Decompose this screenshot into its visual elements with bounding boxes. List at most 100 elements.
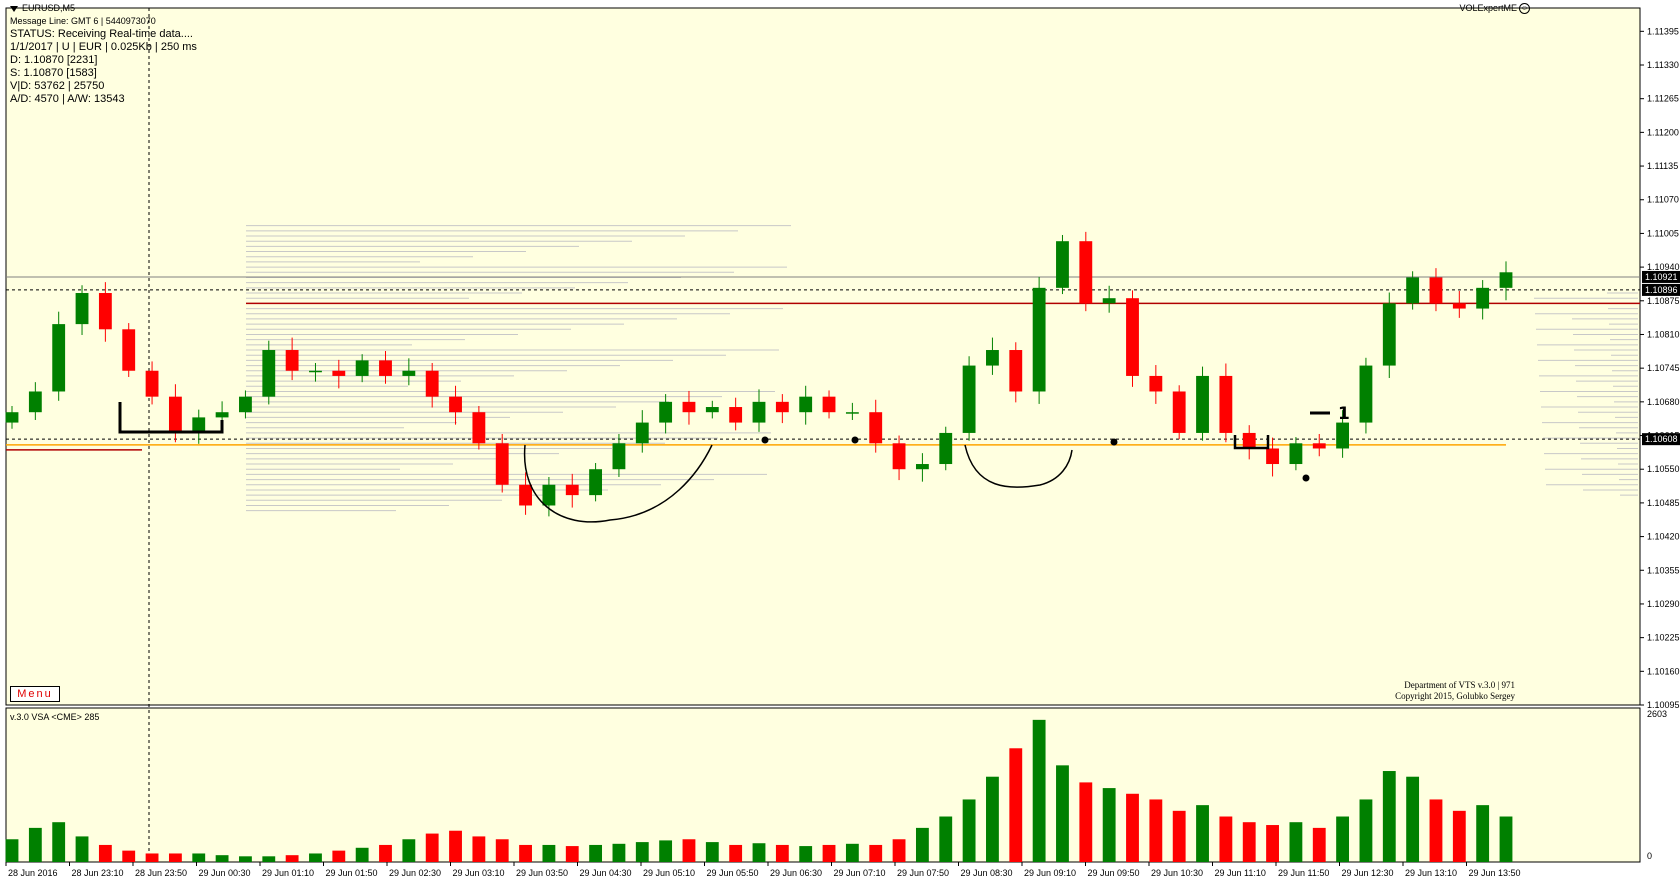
candle xyxy=(1336,410,1350,458)
volume-bar xyxy=(1126,793,1139,862)
candle-body xyxy=(775,401,789,413)
candle-body xyxy=(1266,448,1279,465)
subwindow-label: v.3.0 VSA <CME> 285 xyxy=(10,712,100,722)
volume-bar xyxy=(1219,816,1233,862)
volume-bar xyxy=(589,844,603,862)
volume-bar xyxy=(822,844,836,862)
volume-bar xyxy=(1359,799,1373,862)
volume-bar xyxy=(1196,805,1209,862)
candle xyxy=(425,362,439,408)
info-line-supply: S: 1.10870 [1583] xyxy=(10,67,97,79)
price-tick-label: 1.10225 xyxy=(1647,633,1680,643)
candle-body xyxy=(145,370,159,397)
candle xyxy=(682,390,696,425)
candle xyxy=(1102,285,1116,313)
candle xyxy=(1172,385,1186,440)
time-tick-label: 29 Jun 01:50 xyxy=(326,868,378,878)
candle-body xyxy=(1359,365,1373,423)
volume-bar xyxy=(1382,771,1396,862)
candle-body xyxy=(822,396,836,413)
candle xyxy=(845,402,859,420)
candle xyxy=(472,405,486,450)
volume-bar xyxy=(1056,765,1069,862)
candle xyxy=(1499,261,1513,301)
volume-bar xyxy=(775,844,789,862)
smiley-icon: ☺ xyxy=(1519,3,1530,15)
volume-bar xyxy=(1172,810,1186,862)
candle xyxy=(28,382,42,420)
volume-bar xyxy=(635,842,649,862)
bracket-annotation-2 xyxy=(1233,435,1270,450)
volume-bar xyxy=(845,843,859,862)
volume-bar xyxy=(1429,799,1443,862)
volume-bar xyxy=(449,830,462,862)
candle xyxy=(122,323,136,377)
volume-bar xyxy=(519,844,532,862)
candle-body xyxy=(892,443,906,470)
expert-label[interactable]: VOLExpertME ☺ xyxy=(1459,3,1530,15)
candle-body xyxy=(192,417,206,433)
menu-button[interactable]: Menu xyxy=(10,686,60,702)
time-tick-label: 28 Jun 23:50 xyxy=(135,868,187,878)
time-tick-label: 29 Jun 06:30 xyxy=(770,868,822,878)
candle-body xyxy=(379,360,392,376)
volume-bar xyxy=(962,799,976,862)
volume-bar xyxy=(1149,799,1163,862)
candle-body xyxy=(355,360,369,376)
candle-body xyxy=(1312,443,1326,449)
price-tick-label: 1.10290 xyxy=(1647,599,1680,609)
price-tick-label: 1.10420 xyxy=(1647,532,1680,542)
candle xyxy=(1149,365,1163,404)
volume-bar xyxy=(122,850,136,862)
price-tick-label: 1.10940 xyxy=(1647,262,1680,272)
time-tick-label: 29 Jun 07:50 xyxy=(897,868,949,878)
time-tick-label: 29 Jun 11:10 xyxy=(1215,868,1266,878)
candle xyxy=(1079,231,1093,312)
candle xyxy=(1476,280,1490,320)
dropdown-triangle-icon[interactable] xyxy=(10,5,18,12)
volume-bar xyxy=(472,836,486,862)
candle-body xyxy=(845,412,859,414)
candle xyxy=(799,385,813,425)
volume-bar xyxy=(52,822,66,862)
copyright-line-2: Copyright 2015, Golubko Sergey xyxy=(1395,691,1515,701)
volume-bar xyxy=(402,839,416,862)
volume-bar xyxy=(215,855,229,862)
price-tick-label: 1.10485 xyxy=(1647,498,1680,508)
candle-body xyxy=(1406,277,1420,304)
volume-bar xyxy=(1289,822,1303,862)
time-tick-label: 28 Jun 2016 xyxy=(8,868,58,878)
current-price-label-bg xyxy=(1642,270,1680,283)
candle-body xyxy=(332,370,346,376)
price-tick-label: 1.11070 xyxy=(1647,195,1679,205)
price-tick-label: 1.10550 xyxy=(1647,464,1680,474)
candle-body xyxy=(52,324,66,392)
candle xyxy=(1429,268,1443,312)
candle xyxy=(1289,437,1303,471)
price-tick-label: 1.10355 xyxy=(1647,565,1680,575)
candle-body xyxy=(1382,303,1396,366)
time-tick-label: 29 Jun 08:30 xyxy=(961,868,1013,878)
price-tick-label: 1.10680 xyxy=(1647,397,1680,407)
time-tick-label: 29 Jun 05:10 xyxy=(643,868,695,878)
time-tick-label: 29 Jun 12:30 xyxy=(1342,868,1394,878)
level-price-label-0-bg xyxy=(1642,283,1680,296)
volume-bar xyxy=(1476,805,1490,862)
candle xyxy=(1359,357,1373,434)
volume-bar xyxy=(285,855,299,862)
candle xyxy=(915,453,929,482)
candle-body xyxy=(1172,391,1186,433)
candle xyxy=(1032,276,1046,404)
volume-bar xyxy=(612,843,626,862)
candle-body xyxy=(1126,298,1139,376)
volume-bar xyxy=(98,844,112,862)
copyright-line-1: Department of VTS v.3.0 | 971 xyxy=(1404,680,1515,690)
candle xyxy=(1242,425,1256,460)
candle-body xyxy=(262,350,276,397)
candle xyxy=(519,472,532,515)
candle xyxy=(962,356,976,441)
candle-body xyxy=(1056,241,1069,288)
symbol-title-row[interactable]: EURUSD,M5 xyxy=(10,2,197,15)
volume-bar xyxy=(379,844,392,862)
volume-bar xyxy=(1336,816,1350,862)
